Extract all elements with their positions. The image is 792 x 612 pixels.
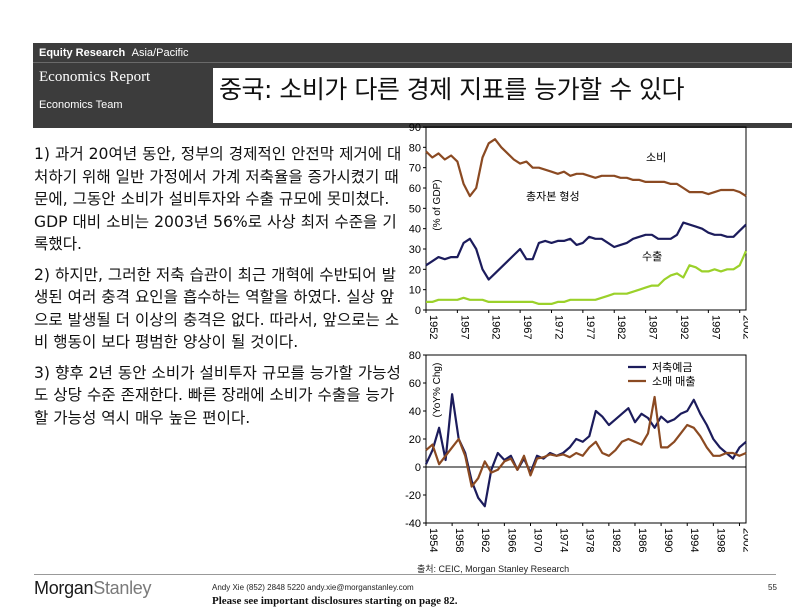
x-tick-label: 1967 [521,315,533,339]
y-tick-label: 20 [409,264,421,276]
x-tick-label: 1998 [714,528,726,552]
paragraph-number: 2) [34,265,51,284]
x-tick-label: 1994 [688,528,700,552]
x-tick-label: 1997 [709,315,721,339]
y-tick-label: 10 [409,285,421,297]
paragraph-3: 3) 향후 2년 동안 소비가 설비투자 규모를 능가할 가능성도 상당 수준 … [34,362,406,430]
morgan-stanley-logo: MorganStanley [34,578,152,598]
series-label-exports: 수출 [642,250,662,263]
x-tick-label: 1966 [505,528,517,552]
x-tick-label: 1986 [636,528,648,552]
section-bar: Equity Research Asia/Pacific [33,43,792,63]
legend-label-savings: 저축예금 [652,361,692,374]
report-name: Economics Report [39,69,151,85]
x-tick-label: 1970 [531,528,543,552]
x-tick-label: 1957 [458,315,470,339]
x-tick-label: 1958 [453,528,465,552]
y-tick-label: 0 [415,462,421,474]
series-line [425,138,747,198]
y-tick-label: 60 [409,378,421,390]
x-tick-label: 1987 [647,315,659,339]
x-tick-label: 1952 [427,315,439,339]
series-line [425,393,747,508]
x-tick-label: 2002 [740,528,748,552]
y-tick-label: 80 [409,350,421,362]
y-tick-label: 30 [409,244,421,256]
x-tick-label: 1974 [558,528,570,552]
plot-frame [425,126,747,311]
series-line [425,395,747,488]
x-tick-label: 1972 [552,315,564,339]
x-tick-label: 1992 [678,315,690,339]
gdp-share-chart: 0 10 20 30 40 50 60 70 80 90 1952 1957 1962 1967 1972 1… [409,122,748,339]
y-tick-label: 70 [409,163,421,175]
paragraph-text: 향후 2년 동안 소비가 설비투자 규모를 능가할 가능성도 상당 수준 존재한… [34,363,401,427]
section-label: Equity Research [39,47,126,59]
y-tick-label: 40 [409,224,421,236]
x-tick-label: 1977 [584,315,596,339]
slide-title: 중국: 소비가 다른 경제 지표를 능가할 수 있다 [219,75,685,104]
y-tick-label: 90 [409,122,421,134]
author-contact: Andy Xie (852) 2848 5220 andy.xie@morgan… [212,583,414,592]
series-label-consumption: 소비 [646,151,666,164]
page-number: 55 [768,583,777,592]
paragraph-2: 2) 하지만, 그러한 저축 습관이 최근 개혁에 수반되어 발생된 여러 충격… [34,264,406,354]
body-text: 1) 과거 20여년 동안, 정부의 경제적인 안전막 제거에 대처하기 위해 … [34,143,406,437]
x-tick-label: 2002 [741,315,748,339]
y-axis-label: (YoY% Chg) [432,363,443,418]
x-tick-label: 1962 [479,528,491,552]
series-line [426,250,748,305]
y-tick-label: 20 [409,434,421,446]
paragraph-text: 하지만, 그러한 저축 습관이 최근 개혁에 수반되어 발생된 여러 충격 요인… [34,265,400,352]
title-box: 중국: 소비가 다른 경제 지표를 능가할 수 있다 [213,68,792,123]
disclosure-note: Please see important disclosures startin… [212,595,458,607]
y-tick-label: 40 [409,406,421,418]
growth-chart: -40 -20 0 20 40 60 80 1954 1958 1962 1966 1970 1974 1… [405,350,748,552]
x-tick-label: 1954 [427,528,439,552]
source-note: 출처: CEIC, Morgan Stanley Research [417,564,570,574]
y-tick-label: 50 [409,203,421,215]
paragraph-number: 1) [34,145,51,163]
footer-rule [34,574,776,575]
y-tick-label: -20 [405,490,421,502]
x-tick-label: 1962 [490,315,502,339]
team-label: Economics Team [39,99,123,111]
y-axis-label: (% of GDP) [432,179,443,230]
series-label-investment: 총자본 형성 [526,190,580,203]
paragraph-number: 3) [34,363,51,382]
y-tick-label: 80 [409,142,421,154]
legend-label-retail: 소매 매출 [652,375,696,388]
paragraph-text: 과거 20여년 동안, 정부의 경제적인 안전막 제거에 대처하기 위해 일반 … [34,145,402,253]
x-tick-label: 1982 [615,315,627,339]
y-tick-label: -40 [405,518,421,530]
paragraph-1: 1) 과거 20여년 동안, 정부의 경제적인 안전막 제거에 대처하기 위해 … [34,143,406,256]
region-label: Asia/Pacific [131,47,189,59]
x-tick-label: 1990 [662,528,674,552]
y-tick-label: 0 [415,305,421,317]
y-tick-label: 60 [409,183,421,195]
x-tick-label: 1978 [584,528,596,552]
series-line [425,221,747,281]
x-tick-label: 1982 [610,528,622,552]
